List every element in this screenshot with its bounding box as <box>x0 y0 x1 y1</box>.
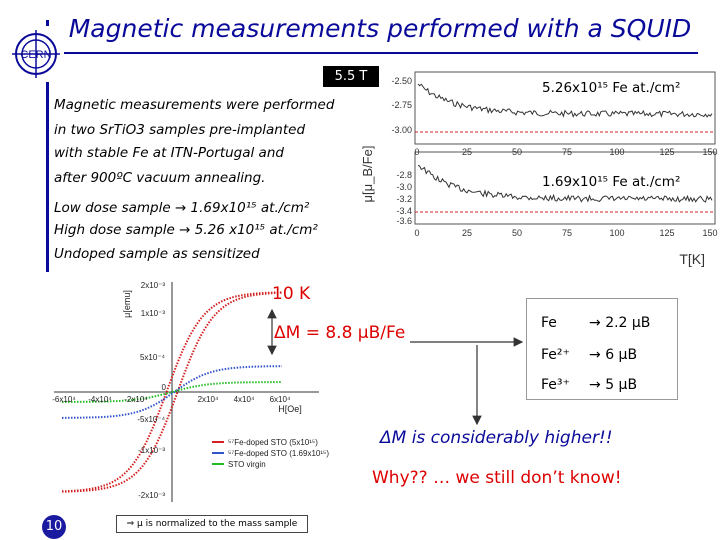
hyst-xtick: 6x10⁴ <box>270 395 291 404</box>
moment-ion: Fe³⁺ <box>541 377 570 393</box>
intro-line: after 900ºC vacuum annealing. <box>54 170 266 186</box>
intro-line: in two SrTiO3 samples pre-implanted <box>54 122 306 138</box>
undoped-text: Undoped sample as sensitized <box>54 246 260 262</box>
dose-box: Low dose sample → 1.69x10¹⁵ at./cm² High… <box>50 196 330 254</box>
temperature-label: 10 K <box>272 284 311 304</box>
intro-line: with stable Fe at ITN-Portugal and <box>54 145 284 161</box>
hyst-ytick: 0 <box>162 383 167 392</box>
moment-ion: Fe²⁺ <box>541 347 570 363</box>
red-loop-branch <box>61 291 282 493</box>
lower-xtick: 100 <box>609 228 624 238</box>
upper-xtick: 50 <box>512 147 522 157</box>
lower-xtick: 75 <box>562 228 572 238</box>
field-tag: 5.5 T <box>323 66 379 87</box>
moment-value: → 2.2 μB <box>589 315 651 331</box>
moment-value: → 5 μB <box>589 377 638 393</box>
hyst-xtick: -4x10⁴ <box>88 395 112 404</box>
page-number: 10 <box>42 515 66 539</box>
upper-xtick: 125 <box>659 147 674 157</box>
moment-ion: Fe <box>541 315 557 331</box>
delta-m-label: ΔM = 8.8 μB/Fe <box>274 323 406 343</box>
hyst-xlabel: H[Oe] <box>278 404 302 414</box>
top-chart-xlabel: T[K] <box>679 251 705 267</box>
intro-line: Magnetic measurements were performed <box>54 97 335 113</box>
lower-xtick: 50 <box>512 228 522 238</box>
legend-entry: ⁵⁷Fe-doped STO (1.69x10¹⁵) <box>228 449 329 458</box>
upper-xtick: 150 <box>702 147 717 157</box>
hyst-xtick: -6x10⁴ <box>52 395 76 404</box>
hyst-ytick: -5x10⁻⁴ <box>137 415 165 424</box>
upper-xtick: 0 <box>414 147 419 157</box>
red-loop-branch <box>62 291 283 493</box>
blue-loop <box>62 365 283 419</box>
hyst-ytick: 5x10⁻⁴ <box>140 353 166 362</box>
high-dose-label: 5.26x10¹⁵ Fe at./cm² <box>540 80 683 96</box>
lower-ytick: -3.0 <box>396 182 412 192</box>
cern-logo-icon: CERN <box>8 26 64 82</box>
lower-xtick: 25 <box>462 228 472 238</box>
upper-ytick: -2.75 <box>391 100 412 110</box>
green-loop <box>61 381 283 403</box>
moments-box: Fe → 2.2 μB Fe²⁺ → 6 μB Fe³⁺ → 5 μB <box>526 298 678 400</box>
hyst-ylabel: μ[emu] <box>122 290 132 318</box>
page-title: Magnetic measurements performed with a S… <box>68 14 692 43</box>
hyst-ytick: 2x10⁻³ <box>141 281 166 290</box>
high-dose-text: High dose sample → 5.26 x10¹⁵ at./cm² <box>54 222 318 238</box>
upper-xtick: 100 <box>609 147 624 157</box>
low-dose-curve <box>417 164 713 203</box>
title-rule <box>8 52 698 54</box>
legend-entry: STO virgin <box>228 460 266 469</box>
upper-ytick: -2.50 <box>391 76 412 86</box>
moment-value: → 6 μB <box>589 347 638 363</box>
hysteresis-chart: 2x10⁻³ 1x10⁻³ 5x10⁻⁴ 0 -5x10⁻⁴ -1x10⁻³ -… <box>34 272 334 508</box>
hyst-ytick: -2x10⁻³ <box>138 491 165 500</box>
lower-ytick: -3.2 <box>396 194 412 204</box>
upper-ytick: -3.00 <box>391 125 412 135</box>
lower-ytick: -3.4 <box>396 206 412 216</box>
lower-xtick: 125 <box>659 228 674 238</box>
upper-xtick: 75 <box>562 147 572 157</box>
conclusion-text: ΔM is considerably higher!! <box>380 428 613 448</box>
lower-ytick: -2.8 <box>396 170 412 180</box>
legend-entry: ⁵⁷Fe-doped STO (5x10¹⁵) <box>228 438 318 447</box>
arrows <box>267 308 524 426</box>
lower-ytick: -3.6 <box>396 216 412 226</box>
hyst-ytick: -1x10⁻³ <box>138 446 165 455</box>
question-text: Why?? … we still don’t know! <box>372 468 622 488</box>
high-dose-curve <box>417 83 713 118</box>
hyst-xtick: -2x10⁴ <box>124 395 148 404</box>
lower-xtick: 150 <box>702 228 717 238</box>
logo-text: CERN <box>20 49 51 61</box>
low-dose-label: 1.69x10¹⁵ Fe at./cm² <box>540 174 683 190</box>
upper-xtick: 25 <box>462 147 472 157</box>
hyst-ytick: 1x10⁻³ <box>141 309 166 318</box>
lower-xtick: 0 <box>414 228 419 238</box>
side-rule <box>46 20 49 280</box>
hyst-xtick: 4x10⁴ <box>234 395 255 404</box>
footnote: ⇒ μ is normalized to the mass sample <box>116 515 308 533</box>
top-chart-ylabel: μ[μ_B/Fe] <box>360 146 375 203</box>
hyst-xtick: 2x10⁴ <box>198 395 219 404</box>
low-dose-text: Low dose sample → 1.69x10¹⁵ at./cm² <box>54 200 310 216</box>
